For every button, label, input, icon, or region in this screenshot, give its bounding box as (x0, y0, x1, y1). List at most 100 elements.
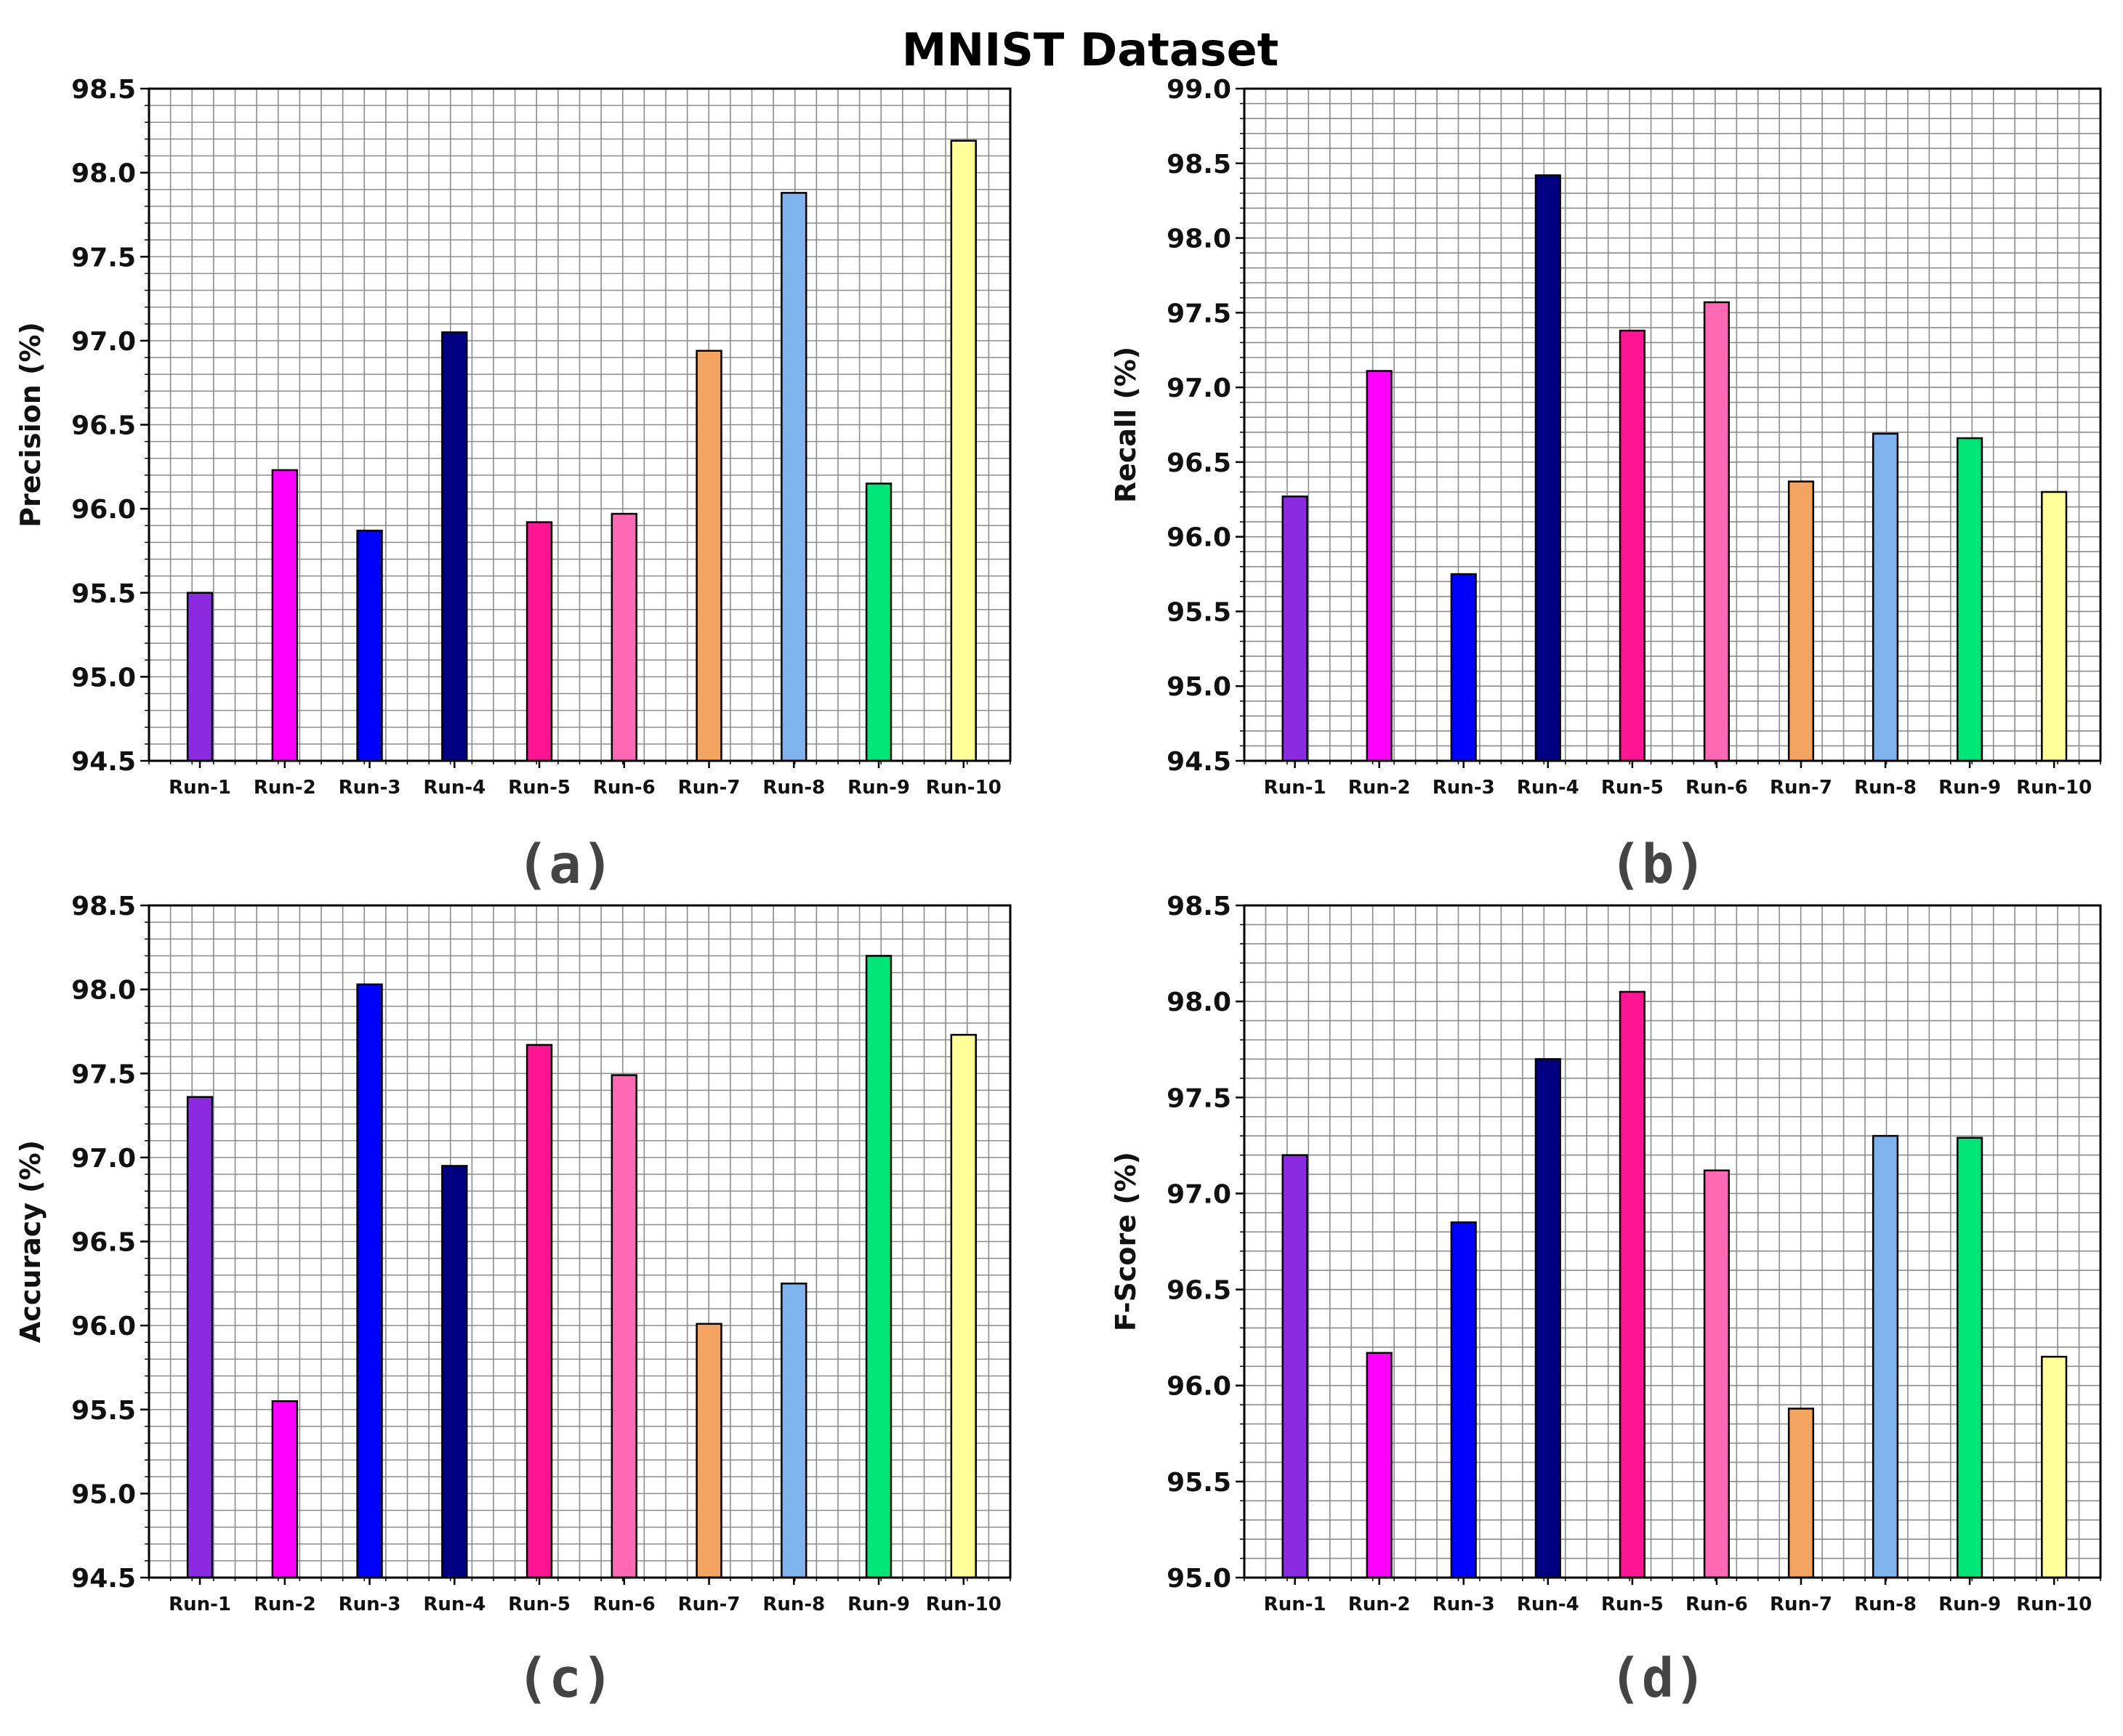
x-tick-label: Run-7 (1770, 1594, 1832, 1615)
bar-run-3 (1450, 1221, 1477, 1579)
x-tick-label: Run-9 (847, 1594, 910, 1615)
bar-run-1 (186, 1096, 214, 1579)
bar-run-10 (2041, 490, 2068, 762)
x-tick-label: Run-7 (678, 1594, 741, 1615)
bar-run-1 (1281, 1154, 1308, 1579)
y-tick-label: 98.0 (1167, 988, 1231, 1017)
y-axis-label: F-Score (%) (1110, 1152, 1142, 1331)
y-tick-label: 94.5 (1167, 747, 1231, 777)
x-tick-label: Run-6 (1685, 777, 1748, 799)
y-tick-label: 97.5 (71, 243, 136, 272)
x-tick-label: Run-6 (593, 777, 656, 799)
y-tick-label: 98.5 (71, 892, 136, 921)
y-axis-label: Recall (%) (1110, 347, 1142, 503)
panel-label: (a) (517, 833, 614, 896)
y-tick-label: 95.5 (1167, 1468, 1231, 1498)
bar-run-9 (865, 483, 893, 762)
bar-run-8 (1872, 1134, 1899, 1579)
bar-run-5 (1619, 329, 1645, 762)
x-tick-label: Run-2 (254, 1594, 316, 1615)
chart-panel-c: 94.5 95.0 95.5 96.0 96.5 97.0 97.5 98.0 98.5 Run-… (15, 892, 1012, 1710)
x-tick-label: Run-5 (508, 1594, 571, 1615)
panels: 94.5 95.0 95.5 96.0 96.5 97.0 97.5 98.0 98.5 Run-… (15, 75, 2102, 1710)
bar-run-4 (441, 1165, 468, 1579)
chart-panel-d: 95.0 95.5 96.0 96.5 97.0 97.5 98.0 98.5 Run-1 Run… (1110, 892, 2102, 1710)
y-tick-label: 96.5 (71, 1228, 136, 1258)
bar-run-5 (525, 1043, 553, 1579)
y-axis-label: Precision (%) (15, 322, 47, 528)
y-tick-label: 98.0 (71, 159, 136, 189)
y-tick-label: 95.0 (1167, 1564, 1231, 1594)
y-tick-label: 98.5 (1167, 150, 1231, 179)
bar-run-9 (865, 955, 893, 1579)
bar-run-6 (611, 512, 637, 762)
bar-run-3 (356, 529, 383, 762)
y-tick-label: 95.0 (71, 663, 136, 693)
chart-panel-b: 94.5 95.0 95.5 96.0 96.5 97.0 97.5 98.0 98.5 99.0… (1110, 75, 2102, 896)
bar-run-7 (696, 350, 722, 762)
bar-run-10 (2041, 1355, 2068, 1579)
x-tick-label: Run-9 (1938, 777, 2001, 799)
bar-run-10 (950, 140, 977, 762)
y-tick-label: 98.5 (1167, 892, 1231, 921)
x-tick-label: Run-1 (169, 777, 231, 799)
x-tick-label: Run-2 (254, 777, 316, 799)
y-tick-label: 96.0 (71, 495, 136, 525)
bar-run-5 (525, 521, 553, 762)
x-tick-label: Run-1 (169, 1594, 231, 1615)
x-tick-label: Run-5 (1601, 777, 1664, 799)
x-tick-label: Run-6 (593, 1594, 656, 1615)
bar-run-4 (441, 331, 468, 762)
bar-run-10 (950, 1033, 977, 1579)
bar-run-8 (781, 192, 807, 762)
bar-run-2 (1366, 370, 1393, 762)
bar-run-9 (1957, 1137, 1983, 1579)
y-tick-label: 96.0 (1167, 1372, 1231, 1402)
x-tick-label: Run-9 (1938, 1594, 2001, 1615)
x-tick-label: Run-10 (926, 1594, 1002, 1615)
plot-frame (148, 904, 1012, 1579)
bar-run-6 (1703, 1169, 1731, 1579)
bar-run-8 (781, 1283, 807, 1579)
bar-run-2 (271, 1400, 298, 1579)
bar-run-1 (186, 592, 214, 762)
y-tick-label: 98.0 (1167, 225, 1231, 254)
y-tick-label: 95.5 (71, 1396, 136, 1426)
bar-run-1 (1281, 495, 1308, 762)
y-tick-label: 97.0 (71, 1144, 136, 1174)
bar-run-6 (611, 1074, 637, 1579)
x-tick-label: Run-7 (1770, 777, 1832, 799)
x-tick-label: Run-8 (1854, 1594, 1917, 1615)
y-tick-label: 97.5 (71, 1059, 136, 1089)
panel-label: (b) (1609, 833, 1707, 896)
x-tick-label: Run-4 (423, 777, 486, 799)
y-tick-label: 98.0 (71, 976, 136, 1006)
x-tick-label: Run-5 (508, 777, 571, 799)
y-tick-label: 95.5 (1167, 597, 1231, 627)
bar-run-4 (1534, 174, 1561, 762)
y-tick-label: 94.5 (71, 1564, 136, 1594)
y-tick-label: 95.0 (71, 1479, 136, 1509)
y-tick-label: 96.0 (71, 1312, 136, 1341)
x-tick-label: Run-1 (1264, 1594, 1326, 1615)
panel-label: (d) (1609, 1647, 1707, 1710)
bar-run-7 (1787, 1408, 1815, 1579)
y-tick-label: 97.0 (1167, 374, 1231, 403)
x-tick-label: Run-1 (1264, 777, 1326, 799)
x-tick-label: Run-3 (339, 1594, 401, 1615)
x-tick-label: Run-4 (1517, 777, 1579, 799)
x-tick-label: Run-6 (1685, 1594, 1748, 1615)
bar-run-3 (356, 983, 383, 1579)
y-tick-label: 95.0 (1167, 672, 1231, 702)
bar-run-3 (1450, 573, 1477, 762)
bar-run-6 (1703, 301, 1731, 762)
x-tick-label: Run-8 (1854, 777, 1917, 799)
x-tick-label: Run-10 (2016, 777, 2092, 799)
y-tick-label: 97.0 (1167, 1179, 1231, 1209)
plot-frame (1243, 87, 2102, 762)
chart-panel-a: 94.5 95.0 95.5 96.0 96.5 97.0 97.5 98.0 98.5 Run-… (15, 75, 1012, 896)
x-tick-label: Run-4 (423, 1594, 486, 1615)
plot-frame (148, 87, 1012, 762)
x-tick-label: Run-8 (762, 777, 825, 799)
